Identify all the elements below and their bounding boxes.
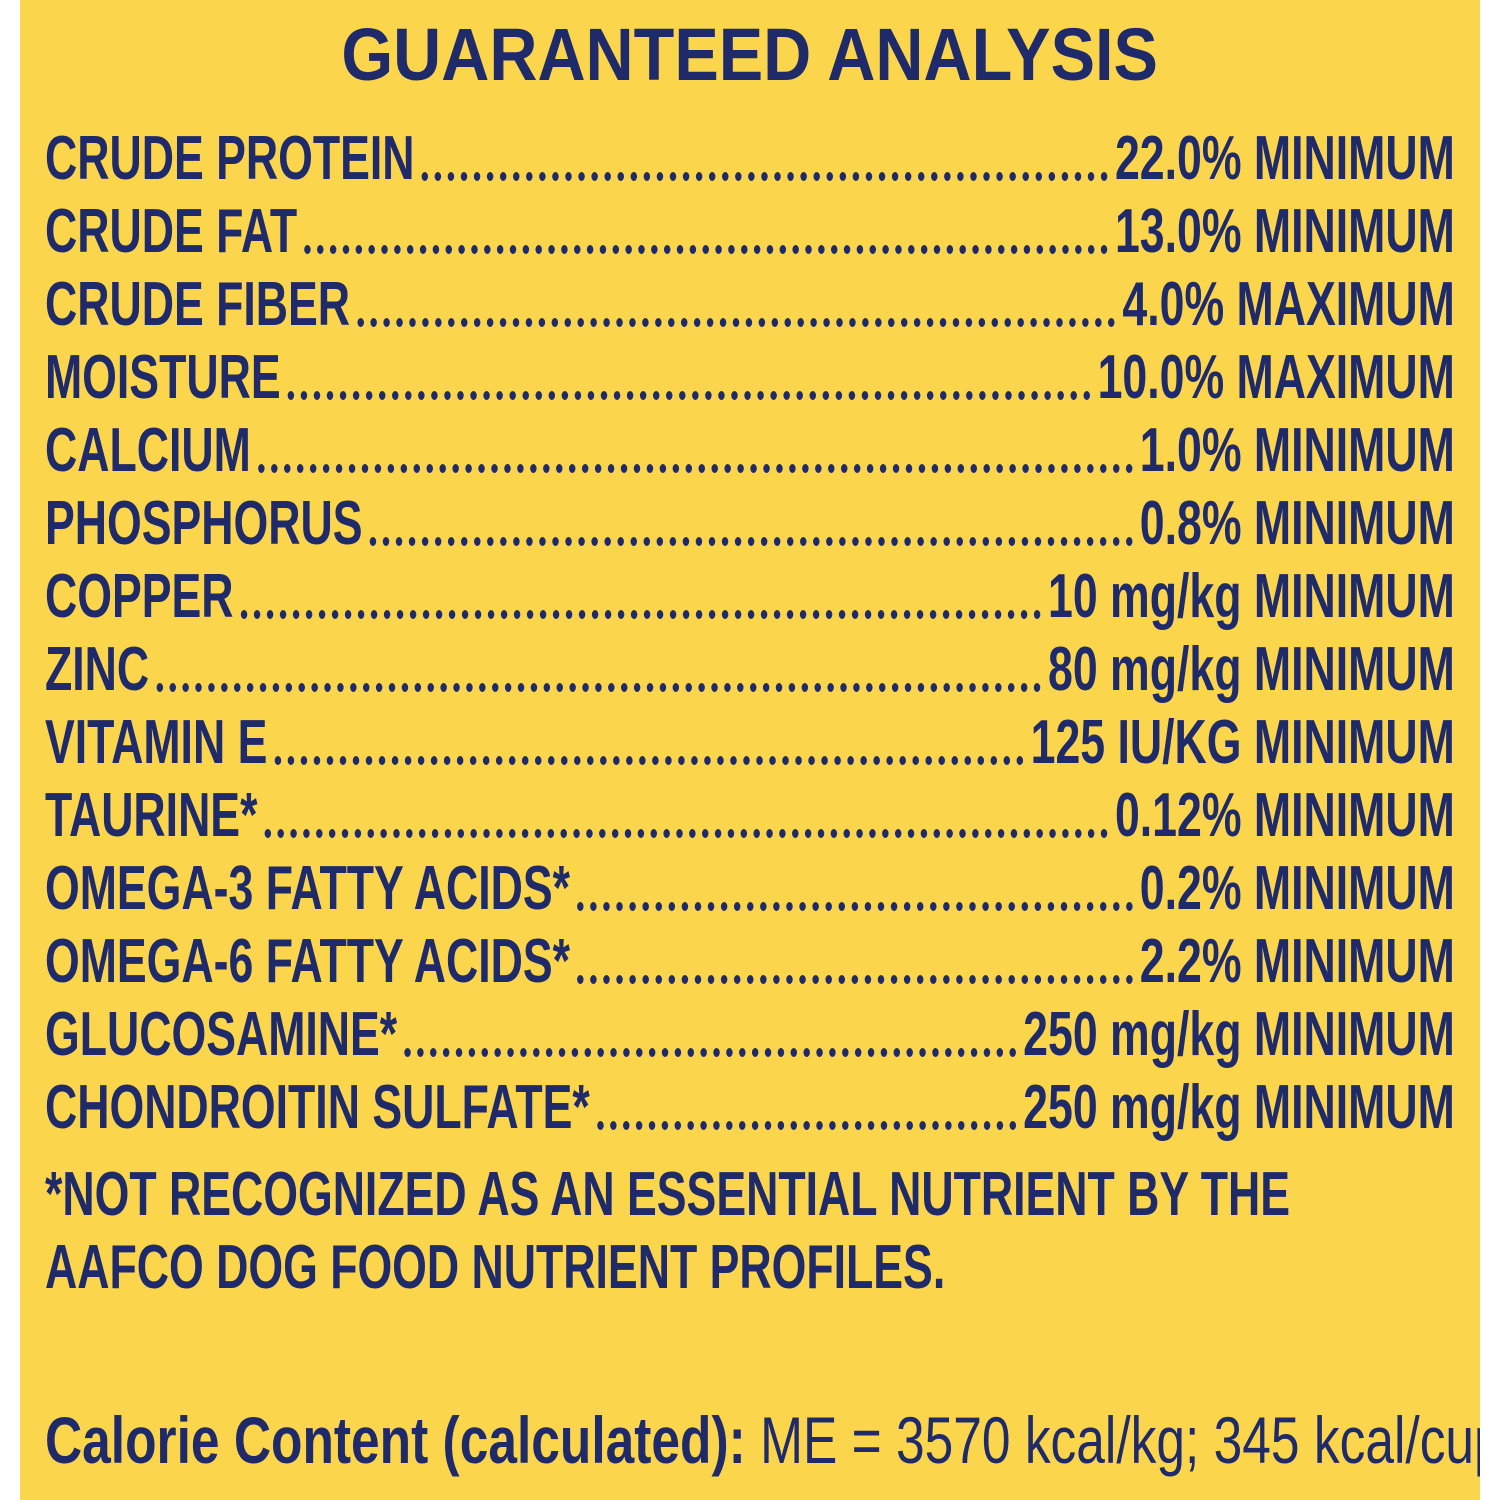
leader-dots: [304, 245, 1108, 254]
analysis-row: PHOSPHORUS 0.8% MINIMUM: [45, 487, 1455, 560]
analysis-row: OMEGA-3 FATTY ACIDS* 0.2% MINIMUM: [45, 852, 1455, 925]
nutrient-name: COPPER: [45, 562, 234, 631]
leader-dots: [577, 975, 1133, 984]
nutrient-name: OMEGA-3 FATTY ACIDS*: [45, 854, 570, 923]
leader-dots: [240, 610, 1041, 619]
nutrient-name: PHOSPHORUS: [45, 489, 363, 558]
leader-dots: [287, 391, 1091, 400]
nutrient-value: 0.8% MINIMUM: [1139, 489, 1455, 558]
analysis-row: ZINC 80 mg/kg MINIMUM: [45, 633, 1455, 706]
analysis-row: CRUDE FIBER 4.0% MAXIMUM: [45, 268, 1455, 341]
title-wrap: GUARANTEED ANALYSIS: [20, 12, 1480, 97]
nutrient-value: 22.0% MINIMUM: [1114, 124, 1455, 193]
nutrient-name: CRUDE PROTEIN: [45, 124, 415, 193]
nutrient-value: 0.12% MINIMUM: [1114, 781, 1455, 850]
nutrient-name: MOISTURE: [45, 343, 281, 412]
analysis-row: VITAMIN E 125 IU/KG MINIMUM: [45, 706, 1455, 779]
analysis-row: CALCIUM 1.0% MINIMUM: [45, 414, 1455, 487]
nutrient-name: CALCIUM: [45, 416, 251, 485]
leader-dots: [156, 683, 1041, 692]
nutrient-value: 10 mg/kg MINIMUM: [1048, 562, 1455, 631]
analysis-row: TAURINE* 0.12% MINIMUM: [45, 779, 1455, 852]
analysis-row: GLUCOSAMINE* 250 mg/kg MINIMUM: [45, 998, 1455, 1071]
nutrient-value: 80 mg/kg MINIMUM: [1048, 635, 1455, 704]
analysis-row: COPPER 10 mg/kg MINIMUM: [45, 560, 1455, 633]
title: GUARANTEED ANALYSIS: [341, 13, 1159, 96]
leader-dots: [258, 464, 1133, 473]
nutrient-name: TAURINE*: [45, 781, 258, 850]
footnote: *NOT RECOGNIZED AS AN ESSENTIAL NUTRIENT…: [45, 1160, 1291, 1302]
nutrient-value: 2.2% MINIMUM: [1139, 927, 1455, 996]
leader-dots: [264, 829, 1108, 838]
nutrient-name: OMEGA-6 FATTY ACIDS*: [45, 927, 570, 996]
analysis-row: CRUDE FAT 13.0% MINIMUM: [45, 195, 1455, 268]
nutrient-value: 0.2% MINIMUM: [1139, 854, 1455, 923]
nutrient-name: ZINC: [45, 635, 150, 704]
nutrient-name: CHONDROITIN SULFATE*: [45, 1073, 590, 1142]
nutrient-name: VITAMIN E: [45, 708, 268, 777]
leader-dots: [596, 1121, 1016, 1130]
analysis-row: CRUDE PROTEIN 22.0% MINIMUM: [45, 122, 1455, 195]
nutrient-value: 4.0% MAXIMUM: [1122, 270, 1455, 339]
nutrient-name: CRUDE FAT: [45, 197, 298, 266]
nutrient-value: 10.0% MAXIMUM: [1097, 343, 1455, 412]
leader-dots: [577, 902, 1133, 911]
leader-dots: [421, 172, 1108, 181]
nutrient-name: CRUDE FIBER: [45, 270, 351, 339]
nutrient-name: GLUCOSAMINE*: [45, 1000, 398, 1069]
nutrient-value: 1.0% MINIMUM: [1139, 416, 1455, 485]
nutrient-value: 250 mg/kg MINIMUM: [1023, 1073, 1455, 1142]
calorie-content: Calorie Content (calculated): ME = 3570 …: [45, 1402, 1480, 1478]
calorie-text: ME = 3570 kcal/kg; 345 kcal/cup: [760, 1403, 1480, 1477]
calorie-label: Calorie Content (calculated):: [45, 1403, 746, 1477]
leader-dots: [369, 537, 1133, 546]
leader-dots: [357, 318, 1116, 327]
label-panel: GUARANTEED ANALYSIS CRUDE PROTEIN 22.0% M…: [20, 0, 1480, 1500]
analysis-row: OMEGA-6 FATTY ACIDS* 2.2% MINIMUM: [45, 925, 1455, 998]
leader-dots: [274, 756, 1024, 765]
nutrient-value: 13.0% MINIMUM: [1114, 197, 1455, 266]
nutrient-value: 250 mg/kg MINIMUM: [1023, 1000, 1455, 1069]
leader-dots: [404, 1048, 1016, 1057]
nutrient-value: 125 IU/KG MINIMUM: [1030, 708, 1455, 777]
analysis-row: MOISTURE 10.0% MAXIMUM: [45, 341, 1455, 414]
analysis-row: CHONDROITIN SULFATE* 250 mg/kg MINIMUM: [45, 1071, 1455, 1144]
